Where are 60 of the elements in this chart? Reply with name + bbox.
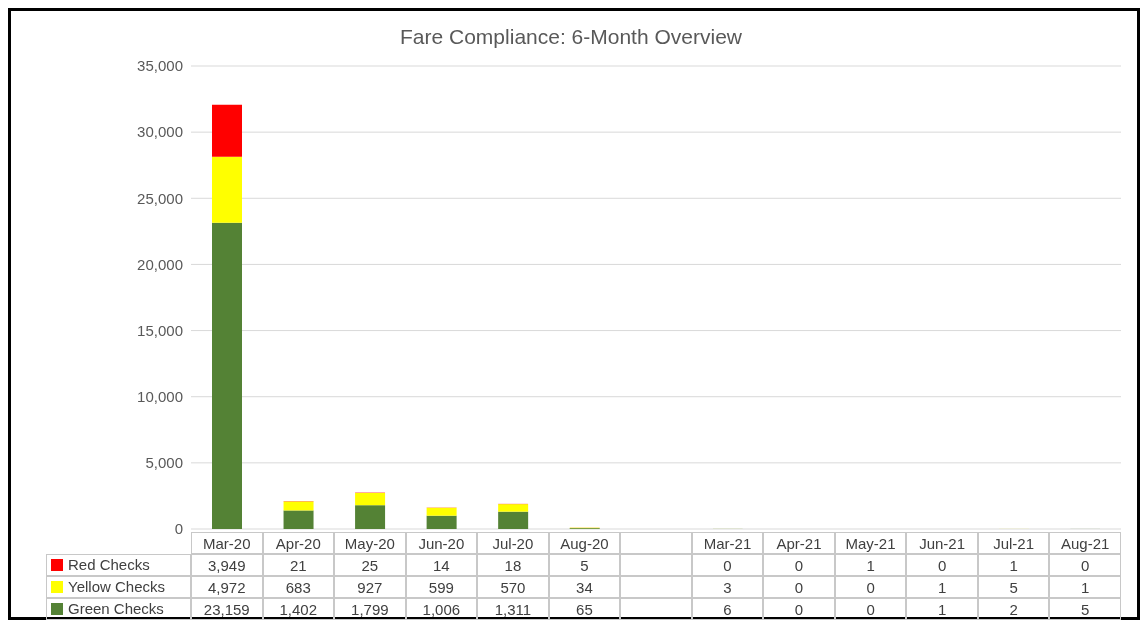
data-label: 4,972 — [191, 576, 263, 598]
data-label: 0 — [906, 554, 978, 576]
data-label: 5 — [548, 554, 621, 576]
data-label: 14 — [405, 554, 478, 576]
data-label: 25 — [334, 554, 406, 576]
data-label: 1,311 — [477, 598, 549, 620]
y-tick-label: 35,000 — [137, 57, 183, 75]
data-label: 0 — [763, 554, 835, 576]
data-label: 683 — [262, 576, 335, 598]
data-label: 18 — [477, 554, 549, 576]
legend-label: Red Checks — [68, 555, 150, 575]
data-label: 570 — [477, 576, 549, 598]
chart-title: Fare Compliance: 6-Month Overview — [399, 25, 743, 49]
x-tick-label: Mar-21 — [691, 532, 764, 554]
legend-label: Green Checks — [68, 599, 164, 619]
data-label: 3 — [691, 576, 764, 598]
data-label: 1,799 — [334, 598, 406, 620]
y-tick-label: 25,000 — [137, 189, 183, 207]
data-label: 0 — [834, 576, 907, 598]
data-label: 599 — [405, 576, 478, 598]
x-tick-label: Aug-21 — [1049, 532, 1121, 554]
data-label: 5 — [1049, 598, 1121, 620]
x-tick-label: May-20 — [334, 532, 406, 554]
data-label: 1,006 — [405, 598, 478, 620]
data-label: 1 — [1049, 576, 1121, 598]
data-label: 2 — [977, 598, 1050, 620]
data-label: 23,159 — [191, 598, 263, 620]
x-tick-label: May-21 — [834, 532, 907, 554]
y-tick-label: 0 — [174, 520, 183, 538]
data-label: 0 — [763, 576, 835, 598]
data-label: 5 — [977, 576, 1050, 598]
data-label: 927 — [334, 576, 406, 598]
x-tick-label: Apr-20 — [262, 532, 335, 554]
data-label: 21 — [262, 554, 335, 576]
data-label: 65 — [548, 598, 621, 620]
data-label: 3,949 — [191, 554, 263, 576]
x-tick-label: Mar-20 — [191, 532, 263, 554]
data-label: 1,402 — [262, 598, 335, 620]
x-tick-label: Jun-20 — [405, 532, 478, 554]
data-label: 1 — [906, 598, 978, 620]
x-tick-label: Jun-21 — [906, 532, 978, 554]
y-tick-label: 30,000 — [137, 123, 183, 141]
y-tick-label: 15,000 — [137, 321, 183, 339]
data-label: 0 — [1049, 554, 1121, 576]
data-label: 6 — [691, 598, 764, 620]
x-tick-label: Jul-21 — [977, 532, 1050, 554]
y-tick-label: 20,000 — [137, 255, 183, 273]
y-tick-label: 5,000 — [145, 454, 183, 472]
data-label: 0 — [763, 598, 835, 620]
data-label: 0 — [691, 554, 764, 576]
x-tick-label: Jul-20 — [477, 532, 549, 554]
data-label: 1 — [977, 554, 1050, 576]
data-label: 1 — [906, 576, 978, 598]
x-tick-label: Aug-20 — [548, 532, 621, 554]
x-tick-label: Apr-21 — [763, 532, 835, 554]
legend-label: Yellow Checks — [68, 577, 165, 597]
data-label: 1 — [834, 554, 907, 576]
data-label: 34 — [548, 576, 621, 598]
data-label: 0 — [834, 598, 907, 620]
y-tick-label: 10,000 — [137, 388, 183, 406]
